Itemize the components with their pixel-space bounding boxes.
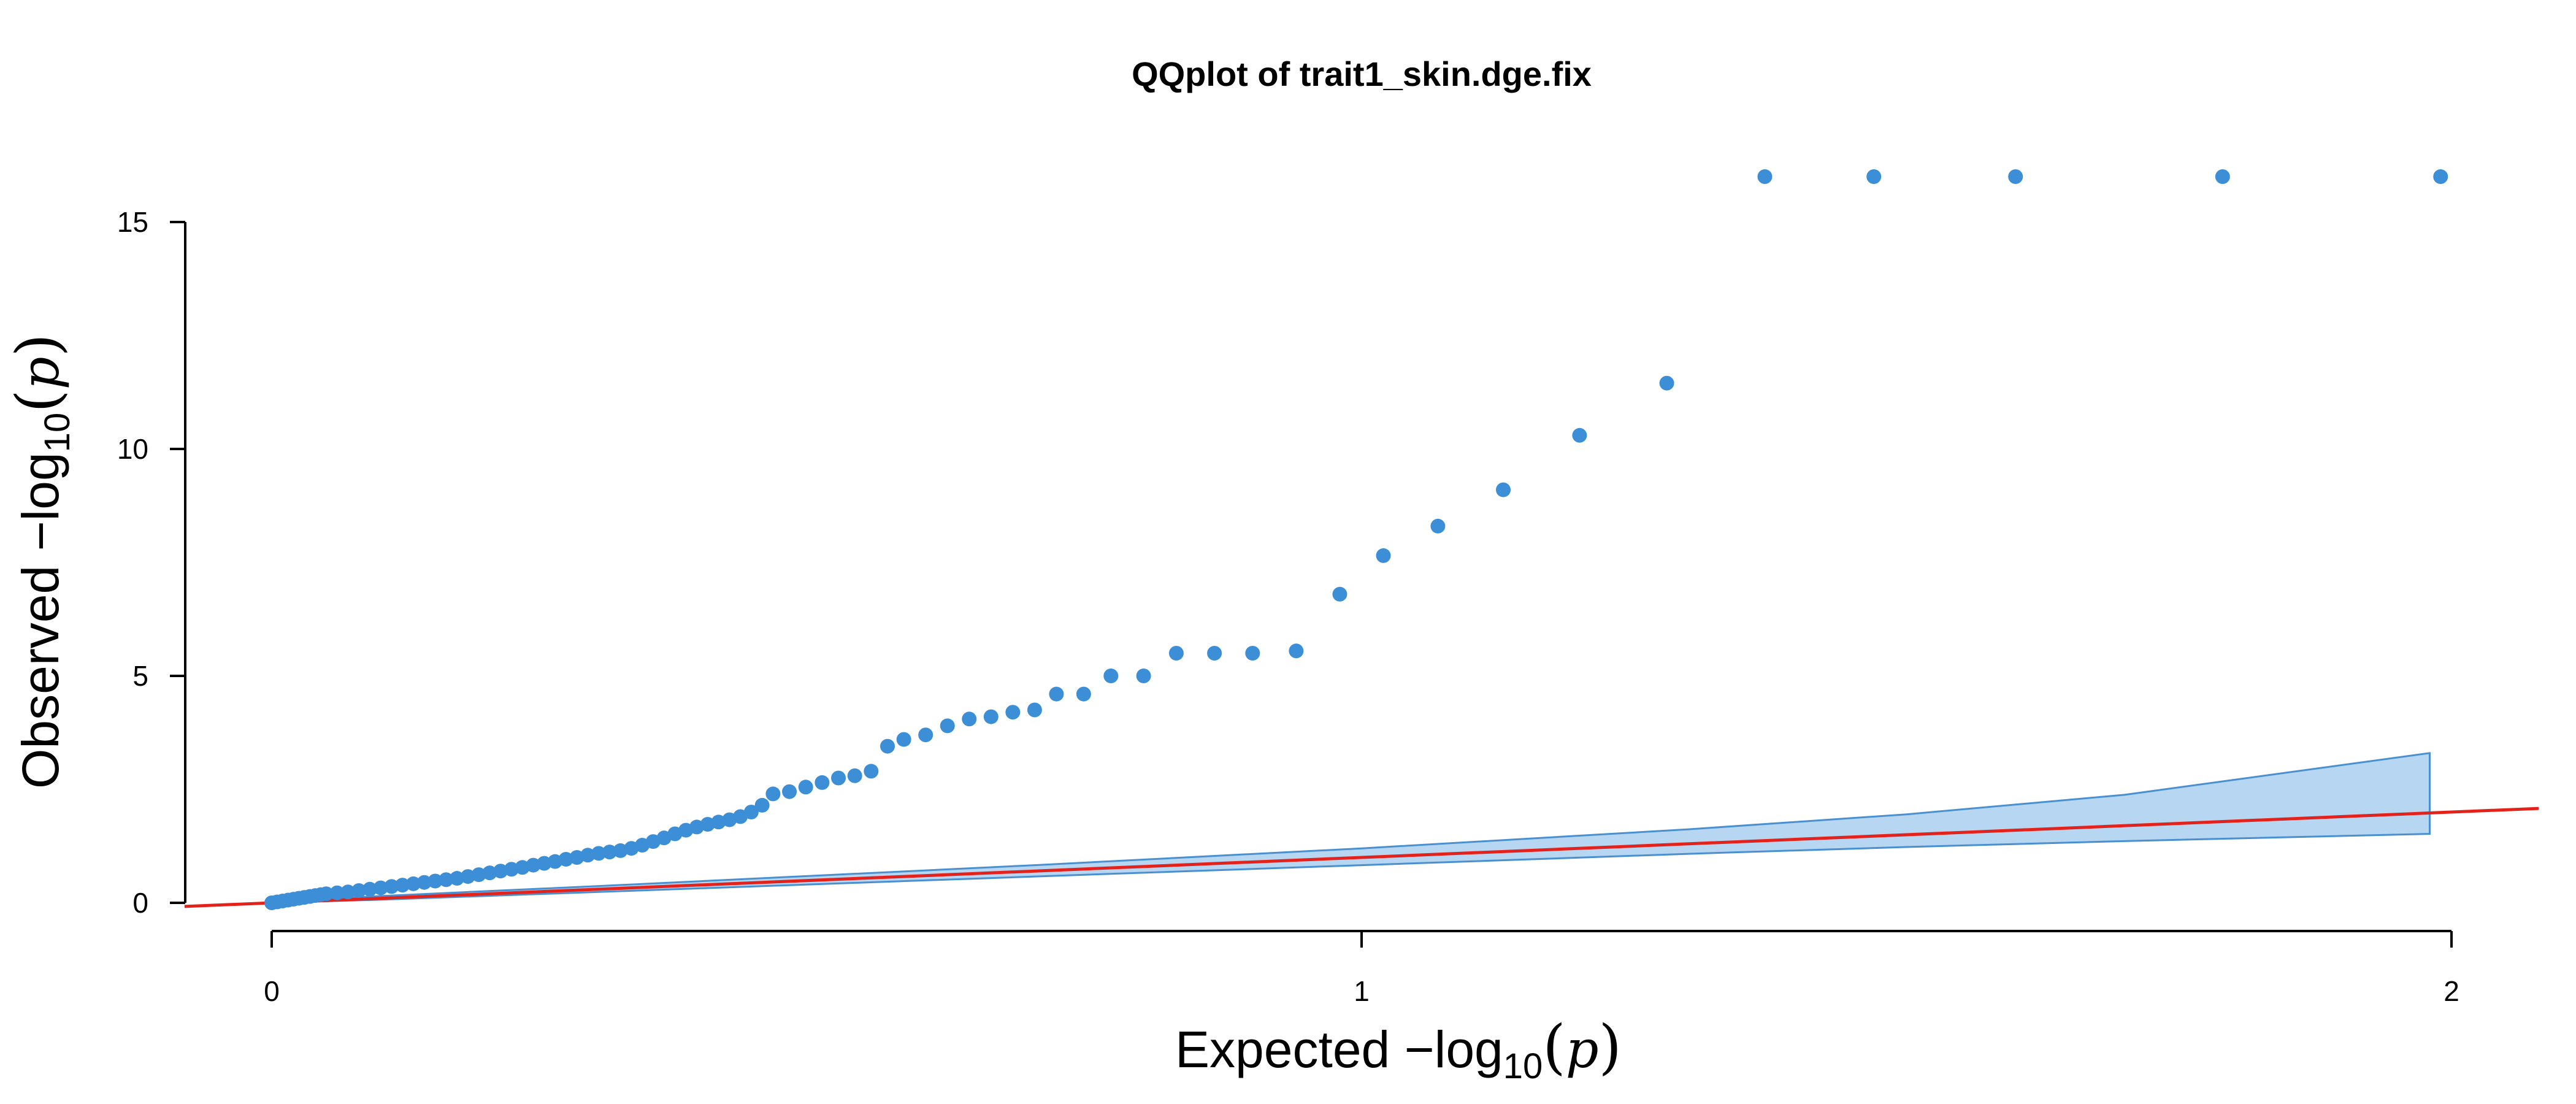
data-point xyxy=(847,768,862,783)
x-tick-label: 0 xyxy=(264,975,280,1007)
confidence-band xyxy=(270,752,2431,904)
data-point xyxy=(362,881,377,897)
data-point xyxy=(1430,518,1446,534)
data-point xyxy=(1103,669,1119,683)
y-tick-label: 5 xyxy=(132,660,148,692)
data-point xyxy=(537,856,552,871)
data-point xyxy=(962,711,977,727)
reference-line-layer xyxy=(184,807,2539,908)
x-tick-label: 2 xyxy=(2444,975,2459,1007)
data-point xyxy=(1659,375,1674,391)
data-point xyxy=(1049,686,1064,702)
data-point xyxy=(580,848,596,863)
data-point xyxy=(880,738,895,754)
data-point xyxy=(427,873,443,889)
data-point xyxy=(831,770,846,786)
data-point xyxy=(2008,169,2023,184)
data-point xyxy=(1245,646,1260,661)
data-point xyxy=(395,878,410,893)
data-point xyxy=(2433,169,2448,184)
data-point xyxy=(798,780,813,795)
y-axis-ticks: 0 5 10 15 xyxy=(117,206,185,919)
reference-line xyxy=(184,807,2539,908)
data-point xyxy=(471,867,486,883)
data-point xyxy=(340,884,356,900)
data-point xyxy=(918,727,933,743)
data-point xyxy=(1572,427,1587,443)
data-point xyxy=(558,851,573,867)
data-point xyxy=(1866,169,1882,184)
data-point xyxy=(1076,686,1091,702)
data-point xyxy=(482,865,497,881)
data-point xyxy=(318,886,334,902)
data-point xyxy=(896,732,911,747)
data-point xyxy=(864,764,879,779)
data-point xyxy=(373,880,388,895)
data-point xyxy=(1496,482,1511,497)
data-point xyxy=(1027,702,1042,718)
y-axis-label: Observed −log10(p) xyxy=(4,334,77,789)
data-point xyxy=(591,846,607,861)
data-point xyxy=(782,784,797,799)
data-points-layer xyxy=(264,169,2448,910)
x-axis-ticks: 0 1 2 xyxy=(264,931,2459,1007)
data-point xyxy=(1168,646,1184,661)
confidence-band-layer xyxy=(270,752,2431,904)
data-point xyxy=(460,869,475,884)
data-point xyxy=(1289,643,1304,659)
data-point xyxy=(406,876,421,891)
data-point xyxy=(765,786,781,802)
chart-title: QQplot of trait1_skin.dge.fix xyxy=(1132,55,1592,93)
data-point xyxy=(983,709,999,724)
data-point xyxy=(384,879,399,894)
data-point xyxy=(1136,669,1151,683)
data-point xyxy=(815,775,830,790)
x-tick-label: 1 xyxy=(1354,975,1370,1007)
data-point xyxy=(439,872,454,887)
data-point xyxy=(1332,586,1347,602)
data-point xyxy=(526,857,541,873)
y-tick-label: 15 xyxy=(117,206,148,238)
data-point xyxy=(2215,169,2230,184)
data-point xyxy=(1757,169,1773,184)
data-point xyxy=(351,883,367,899)
data-point xyxy=(329,885,345,900)
data-point xyxy=(1207,646,1222,661)
data-point xyxy=(602,845,617,860)
y-tick-label: 0 xyxy=(132,887,148,919)
data-point xyxy=(1376,548,1391,563)
x-axis-label: Expected −log10(p) xyxy=(1175,1013,1622,1086)
y-tick-label: 10 xyxy=(117,433,148,465)
data-point xyxy=(450,871,465,886)
data-point xyxy=(754,797,770,813)
data-point xyxy=(1005,705,1021,720)
data-point xyxy=(504,862,519,877)
data-point xyxy=(493,864,508,879)
data-point xyxy=(743,805,759,819)
data-point xyxy=(940,718,955,734)
data-point xyxy=(416,875,432,890)
